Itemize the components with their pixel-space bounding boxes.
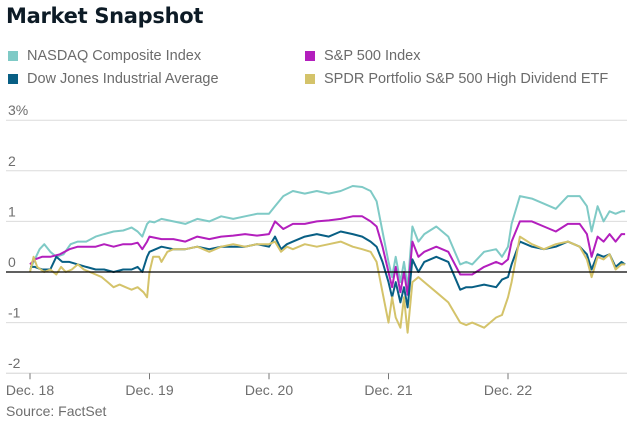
x-tick-label: Dec. 22 [484,382,532,398]
legend-label-sp500: S&P 500 Index [324,48,421,64]
x-tick-label: Dec. 19 [125,382,173,398]
series-line-s-p-500-index [29,215,626,296]
legend-swatch-nasdaq [8,51,18,61]
source-note: Source: FactSet [6,403,107,419]
x-tick-label: Dec. 21 [364,382,412,398]
series-line-nasdaq-composite-index [29,185,626,289]
legend-label-spdr: SPDR Portfolio S&P 500 High Dividend ETF [324,71,609,87]
x-tick-label: Dec. 20 [245,382,293,398]
legend-item-sp500: S&P 500 Index [305,48,420,64]
y-tick-label: 0 [8,254,16,270]
chart-title: Market Snapshot [6,4,204,28]
series-line-dow-jones-industrial-average [30,230,626,309]
legend-swatch-sp500 [305,51,315,61]
y-tick-label: -1 [8,305,21,321]
series-line-spdr-portfolio-s-p-500-high-dividend-etf [29,235,626,334]
legend-swatch-dow [8,74,18,84]
legend-label-nasdaq: NASDAQ Composite Index [27,48,202,64]
legend-item-nasdaq: NASDAQ Composite Index [8,48,201,64]
x-axis: Dec. 18 Dec. 19 Dec. 20 Dec. 21 Dec. 22 [6,372,627,398]
y-tick-label: 1 [8,203,16,219]
y-tick-label: 3% [8,102,28,118]
legend-item-dow: Dow Jones Industrial Average [8,71,219,87]
x-tick-label: Dec. 18 [6,382,54,398]
y-axis-labels: -2 -1 0 1 2 3% [8,102,28,371]
legend-swatch-spdr [305,74,315,84]
y-tick-label: 2 [8,153,16,169]
legend-item-spdr: SPDR Portfolio S&P 500 High Dividend ETF [305,71,608,87]
series-lines [29,185,626,334]
legend-label-dow: Dow Jones Industrial Average [27,71,219,87]
y-tick-label: -2 [8,355,21,371]
